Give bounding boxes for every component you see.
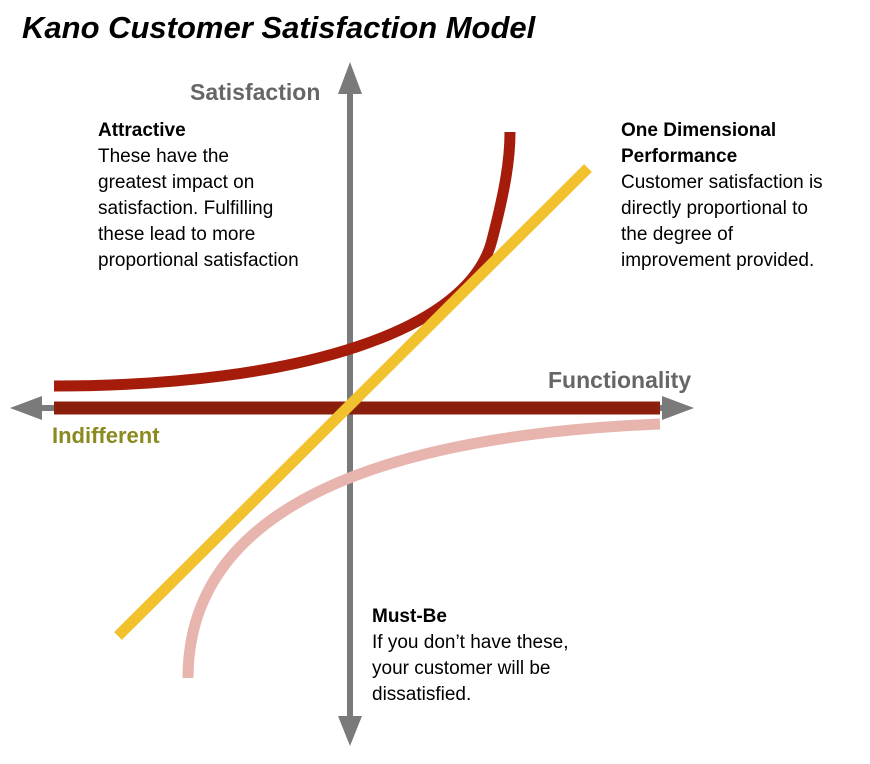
one-dimensional-heading: One Dimensional — [621, 120, 777, 141]
y-axis-arrow-up — [338, 62, 362, 94]
must-be-line: dissatisfied. — [372, 684, 472, 705]
attractive-line: satisfaction. Fulfilling — [98, 198, 274, 219]
one-dimensional-line: improvement provided. — [621, 250, 815, 271]
y-axis-label: Satisfaction — [190, 79, 321, 105]
one-dimensional-line: the degree of — [621, 224, 733, 245]
must-be-curve — [182, 418, 661, 679]
x-axis-label: Functionality — [548, 367, 692, 393]
attractive-line: these lead to more — [98, 224, 256, 245]
must-be-line: your customer will be — [372, 658, 551, 679]
x-axis-arrow-left — [10, 396, 42, 420]
attractive-heading: Attractive — [98, 120, 186, 141]
attractive-line: These have the — [98, 146, 229, 167]
one-dimensional-line: directly proportional to — [621, 198, 808, 219]
one-dimensional-heading: Performance — [621, 146, 738, 167]
attractive-block: Attractive These have the greatest impac… — [98, 118, 299, 274]
one-dimensional-line: Customer satisfaction is — [621, 172, 823, 193]
one-dimensional-block: One Dimensional Performance Customer sat… — [621, 118, 823, 274]
indifferent-label: Indifferent — [52, 423, 160, 448]
one-dimensional-line — [114, 164, 592, 640]
attractive-line: proportional satisfaction — [98, 250, 299, 271]
must-be-heading: Must-Be — [372, 606, 447, 627]
must-be-block: Must-Be If you don’t have these, your cu… — [372, 604, 568, 708]
x-axis-arrow-right — [662, 396, 694, 420]
y-axis-arrow-down — [338, 716, 362, 746]
attractive-line: greatest impact on — [98, 172, 255, 193]
must-be-line: If you don’t have these, — [372, 632, 569, 653]
diagram-title: Kano Customer Satisfaction Model — [22, 10, 536, 45]
